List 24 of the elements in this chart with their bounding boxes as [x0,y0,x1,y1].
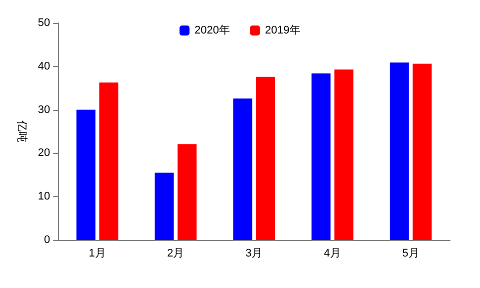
y-tick-label: 20 [38,147,50,160]
bar [412,64,432,240]
legend-label: 2020年 [194,24,230,36]
y-tick-label: 40 [38,60,50,72]
legend-label: 2019年 [265,24,300,36]
y-axis-title: 亿吨 [16,120,28,142]
x-tick-label: 4月 [324,248,342,260]
y-tick-label: 10 [38,190,50,203]
bar [154,172,174,240]
bar [312,73,331,240]
x-tick-label: 3月 [246,248,263,260]
x-tick-label: 1月 [88,248,106,260]
y-tick-label: 0 [44,234,50,246]
bar [390,62,409,240]
y-tick-label: 30 [38,104,50,116]
x-tick-label: 5月 [402,248,420,260]
bar [233,98,252,240]
bar [334,69,354,240]
x-tick-label: 2月 [167,248,184,260]
bar [76,110,96,240]
bar [256,76,275,240]
bar [178,144,197,240]
bar [99,82,118,240]
y-tick-label: 50 [38,17,50,29]
